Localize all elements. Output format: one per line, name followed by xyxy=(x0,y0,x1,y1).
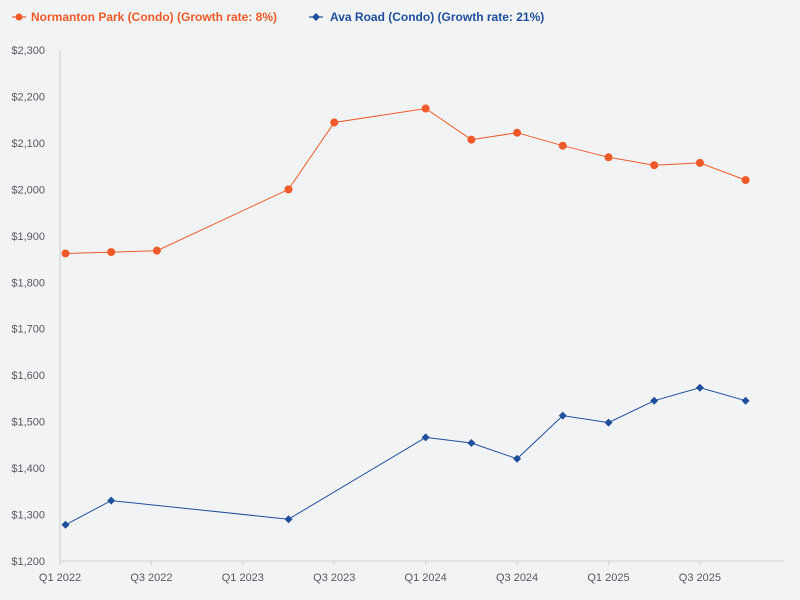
data-point-normanton-park xyxy=(741,176,750,185)
axes: $1,200 $1,300 $1,400 $1,500 $1,600 $1,700 $1,8… xyxy=(11,45,784,584)
data-point-normanton-park xyxy=(604,153,613,162)
y-tick-label: $1,300 xyxy=(11,510,45,522)
x-tick-label: Q1 2025 xyxy=(587,572,629,584)
y-tick-label: $1,800 xyxy=(11,277,45,289)
x-tick-label: Q3 2022 xyxy=(130,572,172,584)
x-tick-label: Q1 2023 xyxy=(222,572,264,584)
y-tick-label: $2,100 xyxy=(11,138,45,150)
y-tick-label: $1,200 xyxy=(11,556,45,568)
x-tick-label: Q3 2023 xyxy=(313,572,355,584)
legend-label-normanton-park: Normanton Park (Condo) (Growth rate: 8%) xyxy=(31,10,277,24)
data-point-ava-road xyxy=(558,411,567,420)
data-point-normanton-park xyxy=(467,135,476,144)
series-line-normanton-park xyxy=(65,107,746,254)
data-point-normanton-park xyxy=(330,118,339,127)
data-point-ava-road xyxy=(513,454,522,463)
series-ava-road xyxy=(61,383,750,529)
data-point-ava-road xyxy=(741,396,750,405)
x-tick-label: Q1 2024 xyxy=(405,572,447,584)
data-point-ava-road xyxy=(650,396,659,405)
data-point-normanton-park xyxy=(284,185,293,194)
data-point-normanton-park xyxy=(513,128,522,137)
y-tick-label: $2,200 xyxy=(11,91,45,103)
data-point-normanton-park xyxy=(650,161,659,170)
data-point-ava-road xyxy=(695,383,704,392)
x-tick-label: Q3 2025 xyxy=(679,572,721,584)
data-point-normanton-park xyxy=(695,158,704,167)
data-point-ava-road xyxy=(284,515,293,524)
series-layer xyxy=(61,104,750,529)
data-point-normanton-park xyxy=(421,104,430,113)
data-point-normanton-park xyxy=(107,248,116,257)
legend-label-ava-road: Ava Road (Condo) (Growth rate: 21%) xyxy=(330,10,544,24)
data-point-normanton-park xyxy=(61,249,70,258)
legend: Normanton Park (Condo) (Growth rate: 8%)… xyxy=(12,10,544,24)
data-point-ava-road xyxy=(467,439,476,448)
x-tick-label: Q3 2024 xyxy=(496,572,538,584)
data-point-ava-road xyxy=(107,496,116,505)
series-normanton-park xyxy=(61,104,750,258)
y-tick-label: $1,600 xyxy=(11,370,45,382)
series-line-ava-road xyxy=(65,387,746,526)
data-point-ava-road xyxy=(421,433,430,442)
y-tick-label: $1,900 xyxy=(11,231,45,243)
legend-marker-normanton-park xyxy=(15,13,23,21)
y-tick-label: $1,500 xyxy=(11,417,45,429)
data-point-normanton-park xyxy=(558,141,567,150)
data-point-normanton-park xyxy=(152,246,161,255)
data-point-ava-road xyxy=(604,418,613,427)
x-tick-label: Q1 2022 xyxy=(39,572,81,584)
legend-marker-ava-road xyxy=(312,13,320,21)
data-point-ava-road xyxy=(61,520,70,529)
y-tick-label: $2,000 xyxy=(11,184,45,196)
legend-item-ava-road[interactable]: Ava Road (Condo) (Growth rate: 21%) xyxy=(309,10,544,24)
y-tick-label: $1,700 xyxy=(11,324,45,336)
y-tick-label: $2,300 xyxy=(11,45,45,57)
y-tick-label: $1,400 xyxy=(11,463,45,475)
legend-item-normanton-park[interactable]: Normanton Park (Condo) (Growth rate: 8%) xyxy=(12,10,277,24)
